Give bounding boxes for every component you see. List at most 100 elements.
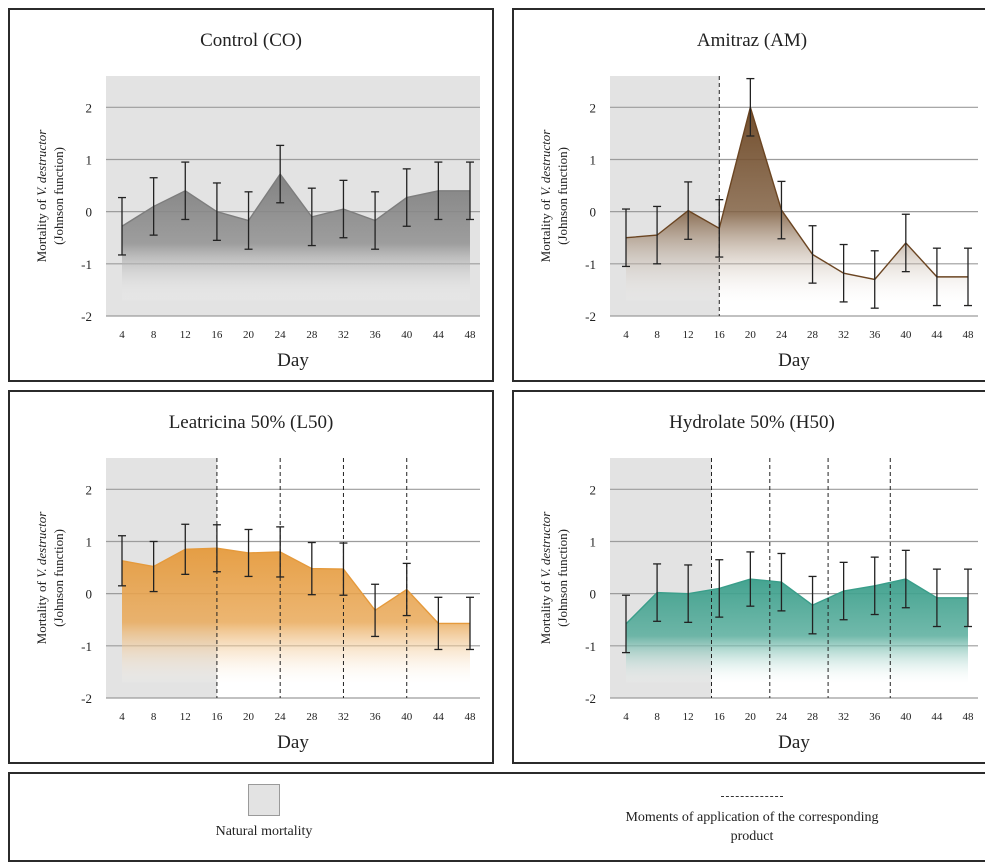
- x-tick-label: 40: [401, 711, 413, 723]
- y-tick-label: 1: [590, 534, 597, 549]
- chart-svg: 210-1-24 8 12 16 20 24 28 32 36 40 44 48DayMortalit…: [538, 458, 978, 753]
- x-tick-label: 32: [838, 329, 849, 341]
- chart-svg: 210-1-24 8 12 16 20 24 28 32 36 40 44 48DayMortalit…: [34, 76, 480, 371]
- area-fill: [122, 174, 470, 301]
- x-tick-label: 8: [654, 711, 660, 723]
- x-tick-label: 4: [623, 329, 629, 341]
- chart-svg: 210-1-24 8 12 16 20 24 28 32 36 40 44 48DayMortalit…: [34, 458, 480, 753]
- y-tick-label: 1: [86, 534, 93, 549]
- y-tick-label: -1: [585, 639, 596, 654]
- x-tick-label: 32: [338, 329, 349, 341]
- chart-title: Control (CO): [200, 30, 302, 51]
- y-tick-label: -1: [81, 257, 92, 272]
- chart-title: Leatricina 50% (L50): [168, 412, 334, 433]
- y-tick-label: 0: [86, 205, 93, 220]
- x-tick-label: 28: [807, 329, 819, 341]
- legend-natural-label: Natural mortality: [215, 824, 313, 839]
- x-axis-label: Day: [277, 350, 309, 371]
- chart-svg: 210-1-24 8 12 16 20 24 28 32 36 40 44 48DayMortalit…: [538, 76, 978, 371]
- x-tick-label: 44: [931, 711, 943, 723]
- x-tick-label: 24: [275, 711, 287, 723]
- y-axis-label: Mortality of V. destructor (Johnson funct…: [538, 129, 570, 263]
- application-dash-sample: [721, 796, 783, 797]
- y-tick-label: 1: [86, 152, 93, 167]
- x-tick-label: 24: [776, 711, 788, 723]
- y-tick-label: -2: [81, 691, 92, 706]
- area-fill: [122, 548, 470, 683]
- x-tick-label: 20: [243, 711, 255, 723]
- x-tick-label: 12: [180, 329, 191, 341]
- x-tick-label: 4: [623, 711, 629, 723]
- x-tick-label: 40: [900, 711, 912, 723]
- x-tick-label: 40: [900, 329, 912, 341]
- y-axis-label: Mortality of V. destructor (Johnson funct…: [34, 511, 66, 645]
- x-tick-label: 48: [465, 711, 477, 723]
- x-tick-label: 4: [119, 711, 125, 723]
- y-tick-label: -2: [585, 309, 596, 324]
- x-tick-label: 8: [654, 329, 660, 341]
- x-tick-label: 36: [869, 711, 881, 723]
- x-tick-label: 44: [433, 329, 445, 341]
- x-axis-label: Day: [778, 350, 810, 371]
- y-tick-label: 0: [590, 205, 597, 220]
- x-tick-label: 8: [151, 329, 157, 341]
- legend-moments-label: Moments of application of the correspond…: [625, 810, 879, 844]
- x-tick-label: 4: [119, 329, 125, 341]
- y-tick-label: -1: [585, 257, 596, 272]
- chart-title: Amitraz (AM): [696, 30, 808, 51]
- x-tick-label: 16: [714, 711, 726, 723]
- natural-mortality-swatch: [248, 784, 280, 816]
- y-axis-label: Mortality of V. destructor (Johnson funct…: [538, 511, 570, 645]
- y-axis-label: Mortality of V. destructor (Johnson funct…: [34, 129, 66, 263]
- legend-box: Natural mortality Moments of application…: [8, 772, 985, 862]
- x-tick-label: 48: [963, 329, 975, 341]
- y-tick-label: 2: [86, 100, 93, 115]
- x-tick-label: 28: [306, 711, 318, 723]
- area-fill: [626, 107, 968, 301]
- x-tick-label: 28: [807, 711, 819, 723]
- y-tick-label: 2: [590, 482, 597, 497]
- x-tick-label: 20: [745, 711, 757, 723]
- y-tick-label: -2: [585, 691, 596, 706]
- y-tick-label: -2: [81, 309, 92, 324]
- x-tick-label: 32: [338, 711, 349, 723]
- x-tick-label: 36: [370, 329, 382, 341]
- x-tick-label: 12: [683, 711, 694, 723]
- y-tick-label: 1: [590, 152, 597, 167]
- x-tick-label: 16: [714, 329, 726, 341]
- x-tick-label: 20: [745, 329, 757, 341]
- x-tick-label: 12: [683, 329, 694, 341]
- y-tick-label: 2: [590, 100, 597, 115]
- series-line: [625, 104, 968, 281]
- x-tick-label: 44: [433, 711, 445, 723]
- x-tick-label: 36: [370, 711, 382, 723]
- series-line: [121, 172, 470, 227]
- y-tick-label: -1: [81, 639, 92, 654]
- x-tick-label: 12: [180, 711, 191, 723]
- x-tick-label: 16: [211, 329, 223, 341]
- x-tick-label: 36: [869, 329, 881, 341]
- y-tick-label: 2: [86, 482, 93, 497]
- x-tick-label: 28: [306, 329, 318, 341]
- chart-panel-leatricina: Leatricina 50% (L50) 2 1 0 -1 -2 4 8 12 16 20 24 28…: [8, 390, 494, 764]
- chart-title: Hydrolate 50% (H50): [669, 412, 835, 433]
- x-tick-label: 44: [931, 329, 943, 341]
- y-tick-label: 0: [86, 587, 93, 602]
- x-tick-label: 24: [275, 329, 287, 341]
- x-tick-label: 24: [776, 329, 788, 341]
- x-axis-label: Day: [778, 732, 810, 753]
- x-tick-label: 32: [838, 711, 849, 723]
- x-tick-label: 20: [243, 329, 255, 341]
- x-tick-label: 16: [211, 711, 223, 723]
- series-line: [625, 578, 968, 625]
- x-tick-label: 40: [401, 329, 413, 341]
- series-line: [121, 547, 470, 625]
- x-tick-label: 48: [963, 711, 975, 723]
- chart-panel-amitraz: Amitraz (AM) 2 1 0 -1 -2 4 8 12 16 20 24 28 32 36 40 44…: [512, 8, 985, 382]
- chart-panel-hydrolate: Hydrolate 50% (H50) 2 1 0 -1 -2 4 8 12 16 20 24 28 3…: [512, 390, 985, 764]
- x-tick-label: 8: [151, 711, 157, 723]
- x-axis-label: Day: [277, 732, 309, 753]
- y-tick-label: 0: [590, 587, 597, 602]
- area-fill: [626, 579, 968, 683]
- chart-panel-control: Control (CO) 2 1 0 -1 -2 4 8 12 16 20 24 28 32 36 40 44…: [8, 8, 494, 382]
